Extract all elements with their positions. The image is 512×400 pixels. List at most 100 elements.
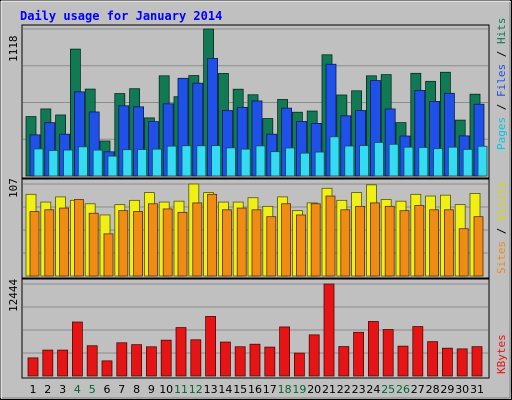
sites-bar	[88, 212, 99, 277]
pages-bar	[181, 145, 192, 177]
sites-bar	[59, 207, 69, 277]
kbytes-bar	[338, 346, 350, 377]
day-label: 11	[174, 383, 188, 396]
sites-bar	[44, 209, 55, 277]
sites-bar	[192, 202, 203, 277]
kbytes-bar	[145, 346, 157, 377]
pages-bar	[462, 149, 473, 177]
legend-visits: Visits	[495, 181, 508, 221]
day-label: 21	[322, 383, 336, 396]
sites-bar	[207, 193, 218, 277]
visits-panel-max-label: 107	[7, 178, 20, 198]
sites-bar	[74, 199, 84, 277]
sites-bar	[458, 228, 469, 277]
kbytes-bar	[367, 321, 379, 377]
pages-bar	[433, 148, 444, 177]
kbytes-bar	[57, 349, 68, 377]
day-label: 20	[307, 383, 321, 396]
sites-bar	[295, 214, 306, 277]
sites-bar	[103, 233, 114, 277]
sites-bar	[310, 203, 321, 277]
legend-hits: Hits	[495, 18, 508, 45]
kbytes-bar	[308, 334, 320, 377]
day-label: 16	[248, 383, 262, 396]
kbytes-bar	[219, 341, 231, 377]
pages-bar	[403, 146, 414, 177]
sites-bar	[414, 205, 425, 277]
kbytes-bar	[249, 343, 261, 377]
kbytes-bar	[293, 352, 305, 377]
kbytes-bar	[160, 339, 172, 377]
chart-title: Daily usage for January 2014	[20, 9, 222, 23]
day-label: 29	[440, 383, 454, 396]
kbytes-bar	[397, 345, 409, 377]
day-label: 14	[218, 383, 232, 396]
kbytes-bar	[205, 316, 217, 377]
kbytes-bar	[441, 347, 453, 377]
sites-bar	[133, 211, 144, 277]
sites-bar	[236, 207, 247, 277]
hits-panel-max-label: 1118	[7, 36, 20, 63]
sites-bar	[399, 210, 410, 277]
day-label: 2	[44, 383, 51, 396]
sites-bar	[384, 205, 395, 277]
day-label: 27	[411, 383, 425, 396]
day-label: 23	[352, 383, 366, 396]
pages-bar	[418, 147, 429, 177]
sites-bar	[266, 216, 277, 277]
sites-bar	[251, 209, 262, 277]
pages-bar	[151, 148, 162, 177]
sites-bar	[177, 211, 188, 277]
legend-files: Files	[495, 64, 508, 97]
kbytes-bar	[264, 346, 276, 377]
sites-bar	[221, 209, 232, 277]
kbytes-bar	[456, 348, 468, 377]
pages-bar	[48, 150, 59, 177]
day-label: 18	[278, 383, 292, 396]
kbytes-bar	[382, 329, 394, 377]
sites-bar	[29, 211, 40, 277]
visits-panel-legend: Sites / Visits	[495, 181, 508, 274]
day-label: 31	[470, 383, 484, 396]
sites-bar	[162, 208, 173, 277]
kbytes-bar	[101, 360, 113, 377]
day-label: 25	[381, 383, 395, 396]
pages-bar	[166, 145, 177, 177]
kbytes-bar	[86, 345, 98, 377]
day-label: 13	[204, 383, 218, 396]
legend-kbytes: KBytes	[495, 334, 508, 374]
kbytes-bar	[175, 327, 187, 377]
day-label: 4	[74, 383, 81, 396]
day-label: 12	[189, 383, 203, 396]
day-label: 7	[118, 383, 125, 396]
day-label: 6	[104, 383, 111, 396]
sites-bar	[147, 203, 158, 277]
kbytes-bar	[471, 346, 483, 377]
pages-bar	[373, 142, 384, 177]
pages-bar	[92, 149, 103, 177]
kbytes-bar	[72, 321, 83, 377]
day-label: 30	[455, 383, 469, 396]
day-label: 17	[263, 383, 277, 396]
day-label: 5	[89, 383, 96, 396]
day-label: 22	[337, 383, 351, 396]
pages-bar	[270, 151, 281, 177]
pages-bar	[299, 152, 310, 177]
kbytes-bar	[279, 326, 291, 377]
sites-bar	[118, 210, 129, 277]
sites-bar	[340, 209, 351, 277]
sites-bar	[369, 202, 380, 277]
day-label: 19	[292, 383, 306, 396]
legend-sites: Sites	[495, 241, 508, 274]
day-label: 3	[59, 383, 66, 396]
kbytes-bar	[116, 342, 128, 377]
kbytes-bar	[427, 341, 439, 377]
day-label: 10	[159, 383, 173, 396]
day-label: 26	[396, 383, 410, 396]
day-label: 24	[366, 383, 380, 396]
pages-bar	[388, 143, 399, 177]
day-label: 1	[30, 383, 37, 396]
pages-bar	[329, 136, 340, 177]
legend-pages: Pages	[495, 117, 508, 150]
